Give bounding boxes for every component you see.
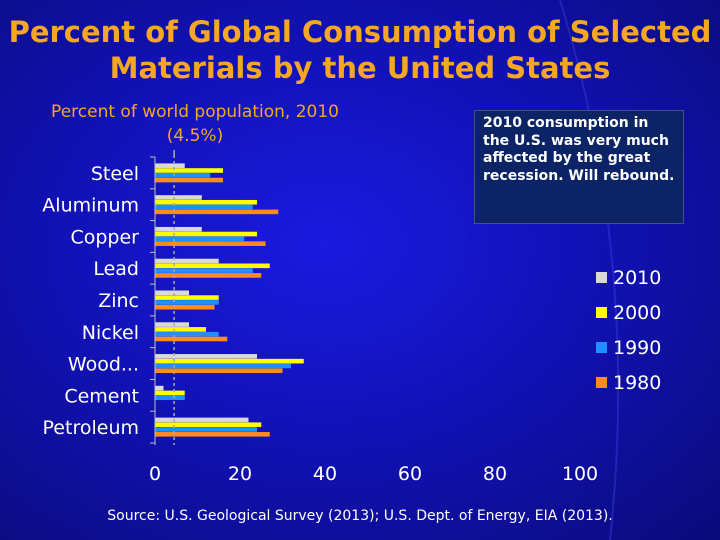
bar-lead-2010 bbox=[155, 258, 219, 264]
bar-copper-2010 bbox=[155, 226, 202, 232]
bar-zinc-2000 bbox=[155, 295, 219, 300]
x-tick-label: 20 bbox=[228, 463, 252, 485]
category-label: Zinc bbox=[98, 290, 139, 312]
bar-lead-1990 bbox=[155, 268, 253, 273]
bar-nickel-2010 bbox=[155, 322, 189, 327]
x-tick-label: 0 bbox=[149, 463, 161, 485]
bar-lead-1980 bbox=[155, 273, 262, 278]
legend-label: 2010 bbox=[613, 266, 662, 289]
bar-nickel-2000 bbox=[155, 327, 206, 332]
bar-aluminum-2010 bbox=[155, 195, 202, 200]
bar-cement-1990 bbox=[155, 395, 185, 401]
source-citation: Source: U.S. Geological Survey (2013); U… bbox=[107, 508, 613, 524]
bar-cement-2000 bbox=[155, 390, 185, 396]
bar-zinc-1990 bbox=[155, 300, 219, 305]
legend-swatch bbox=[596, 272, 607, 283]
bar-copper-1990 bbox=[155, 236, 245, 242]
bar-copper-1980 bbox=[155, 241, 266, 246]
bar-petroleum-2010 bbox=[155, 417, 249, 423]
bar-steel-1990 bbox=[155, 172, 211, 178]
bar-steel-2000 bbox=[155, 168, 223, 173]
bar-wood-2010 bbox=[155, 354, 257, 359]
legend-item: 1980 bbox=[596, 365, 661, 400]
bar-wood-1980 bbox=[155, 368, 283, 374]
legend-label: 1980 bbox=[613, 371, 662, 394]
reference-line-label: Percent of world population, 2010 (4.5%) bbox=[51, 102, 339, 146]
legend-label: 2000 bbox=[613, 301, 662, 324]
x-tick-label: 40 bbox=[313, 463, 337, 485]
legend-item: 1990 bbox=[596, 330, 661, 365]
bar-zinc-2010 bbox=[155, 290, 189, 296]
category-label: Cement bbox=[64, 385, 139, 407]
category-label: Copper bbox=[70, 226, 139, 248]
x-tick-label: 80 bbox=[483, 463, 507, 485]
bar-steel-2010 bbox=[155, 163, 185, 168]
legend-item: 2010 bbox=[596, 260, 661, 295]
bar-aluminum-2000 bbox=[155, 199, 257, 205]
bar-cement-2010 bbox=[155, 385, 164, 391]
bar-nickel-1990 bbox=[155, 331, 219, 337]
legend-item: 2000 bbox=[596, 295, 661, 330]
legend-swatch bbox=[596, 307, 607, 318]
category-label: Lead bbox=[93, 258, 139, 280]
legend-swatch bbox=[596, 342, 607, 353]
bar-steel-1980 bbox=[155, 177, 223, 183]
category-label: Nickel bbox=[82, 322, 139, 344]
legend-label: 1990 bbox=[613, 336, 662, 359]
chart-legend: 2010 2000 1990 1980 bbox=[596, 260, 661, 400]
bar-copper-2000 bbox=[155, 231, 257, 237]
annotation-box: 2010 consumption in the U.S. was very mu… bbox=[474, 110, 684, 224]
bar-petroleum-2000 bbox=[155, 422, 262, 428]
legend-swatch bbox=[596, 377, 607, 388]
bar-petroleum-1980 bbox=[155, 432, 270, 437]
bar-zinc-1980 bbox=[155, 304, 215, 310]
page-title: Percent of Global Consumption of Selecte… bbox=[8, 15, 712, 85]
x-tick-label: 60 bbox=[398, 463, 422, 485]
bar-lead-2000 bbox=[155, 263, 270, 269]
bar-nickel-1980 bbox=[155, 336, 228, 342]
bar-petroleum-1990 bbox=[155, 427, 257, 432]
bar-wood-2000 bbox=[155, 358, 304, 364]
category-label: Steel bbox=[91, 163, 139, 185]
category-label: Wood... bbox=[68, 354, 139, 376]
bar-aluminum-1990 bbox=[155, 204, 253, 210]
category-label: Aluminum bbox=[42, 195, 139, 217]
category-label: Petroleum bbox=[43, 417, 139, 439]
bar-aluminum-1980 bbox=[155, 209, 279, 215]
x-tick-label: 100 bbox=[562, 463, 598, 485]
bar-wood-1990 bbox=[155, 363, 291, 369]
